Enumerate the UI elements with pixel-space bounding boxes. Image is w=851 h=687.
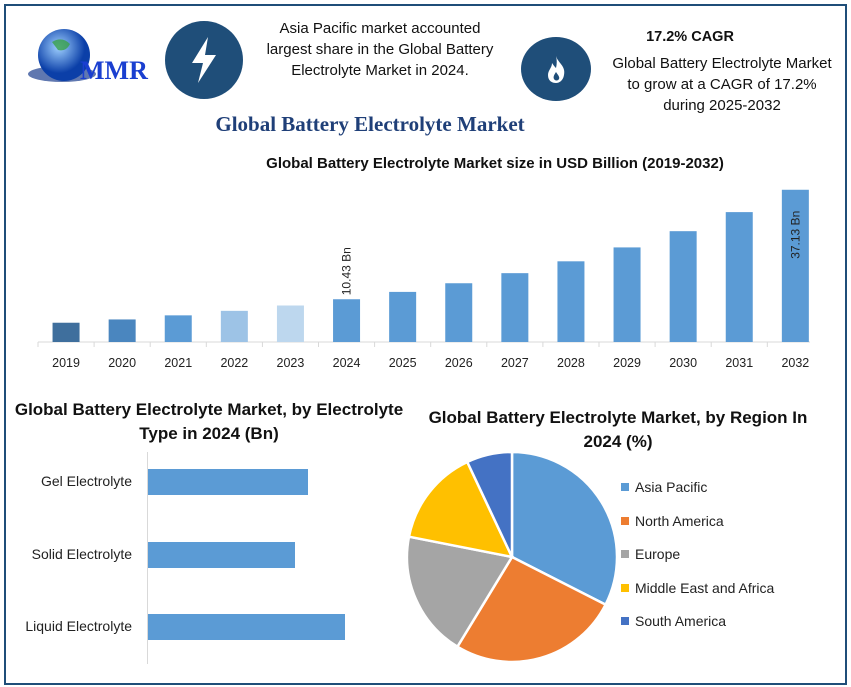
- main-title: Global Battery Electrolyte Market: [215, 112, 525, 136]
- bar-2019: [52, 322, 80, 342]
- legend-swatch: [621, 516, 629, 525]
- bar-2032: [781, 189, 809, 342]
- legend-item: Middle East and Africa: [621, 580, 774, 596]
- flame-icon: [548, 56, 565, 83]
- bar-2031: [725, 212, 753, 342]
- x-tick-label: 2020: [108, 356, 136, 370]
- x-tick-label: 2027: [501, 356, 529, 370]
- bar-2028: [557, 261, 585, 342]
- flame-icon-badge: [521, 37, 591, 101]
- pie-slice-south-america: [465, 450, 514, 558]
- legend-item: South America: [621, 613, 726, 629]
- bar-2027: [501, 273, 529, 342]
- data-label-2032: 37.13 Bn: [788, 211, 802, 259]
- bar-2030: [669, 231, 697, 342]
- pie-chart-title: Global Battery Electrolyte Market, by Re…: [428, 408, 808, 451]
- data-label-2024: 10.43 Bn: [340, 247, 354, 295]
- bar-2026: [445, 283, 473, 342]
- legend-item: Asia Pacific: [621, 479, 707, 495]
- legend-swatch: [621, 617, 629, 625]
- x-tick-label: 2030: [669, 356, 697, 370]
- x-tick-label: 2025: [389, 356, 417, 370]
- region-pie-chart: [405, 450, 619, 664]
- type-bar: [148, 469, 308, 495]
- type-label: Liquid Electrolyte: [25, 618, 132, 634]
- type-chart-title: Global Battery Electrolyte Market, by El…: [14, 400, 404, 443]
- x-tick-label: 2026: [445, 356, 473, 370]
- legend-label: North America: [635, 512, 724, 529]
- cagr-note: Global Battery Electrolyte Market to gro…: [612, 55, 832, 114]
- lightning-icon-badge: [165, 21, 243, 99]
- asia-pacific-note: Asia Pacific market accounted largest sh…: [266, 20, 494, 79]
- x-tick-label: 2029: [613, 356, 641, 370]
- legend-label: Europe: [635, 546, 681, 562]
- type-label: Solid Electrolyte: [31, 546, 132, 562]
- bar-2021: [164, 315, 192, 342]
- x-tick-label: 2024: [333, 356, 361, 370]
- legend-item: Europe: [621, 546, 680, 562]
- infographic-frame: [4, 4, 847, 685]
- type-bar: [148, 542, 296, 568]
- mmr-logo: MMR: [22, 22, 162, 92]
- bar-2020: [108, 319, 136, 342]
- bar-2029: [613, 247, 641, 342]
- pie-slice-north-america: [455, 555, 608, 664]
- legend-label: Asia Pacific: [635, 479, 708, 495]
- x-tick-label: 2021: [164, 356, 192, 370]
- market-size-bar-chart: 2019 2020 2021 2022 2023 2024 10.43 Bn 2025 2026…: [37, 189, 810, 370]
- pie-slice-europe: [405, 535, 514, 649]
- cagr-title: 17.2% CAGR: [646, 29, 734, 45]
- type-label: Gel Electrolyte: [40, 473, 132, 489]
- type-bar: [148, 614, 345, 640]
- logo-text: MMR: [80, 56, 148, 85]
- lightning-bolt-icon: [192, 37, 216, 83]
- legend-label: Middle East and Africa: [635, 579, 775, 596]
- pie-slice-middle-east-and-africa: [407, 460, 515, 559]
- legend-swatch: [621, 583, 629, 592]
- x-tick-label: 2022: [220, 356, 248, 370]
- x-tick-label: 2031: [725, 356, 753, 370]
- x-tick-label: 2028: [557, 356, 585, 370]
- bar-2024: [333, 299, 361, 342]
- bar-2025: [389, 291, 417, 342]
- type-chart-axis: [147, 452, 148, 664]
- legend-label: South America: [635, 613, 727, 629]
- x-tick-label: 2019: [52, 356, 80, 370]
- x-tick-label: 2032: [781, 356, 809, 370]
- legend-item: North America: [621, 513, 724, 529]
- globe-icon: [28, 29, 96, 82]
- legend-swatch: [621, 483, 629, 491]
- bar-chart-title: Global Battery Electrolyte Market size i…: [266, 155, 724, 172]
- bar-2023: [276, 305, 304, 342]
- bar-2022: [220, 310, 248, 342]
- x-tick-label: 2023: [277, 356, 305, 370]
- legend-swatch: [621, 550, 629, 558]
- pie-slice-asia-pacific: [510, 450, 619, 607]
